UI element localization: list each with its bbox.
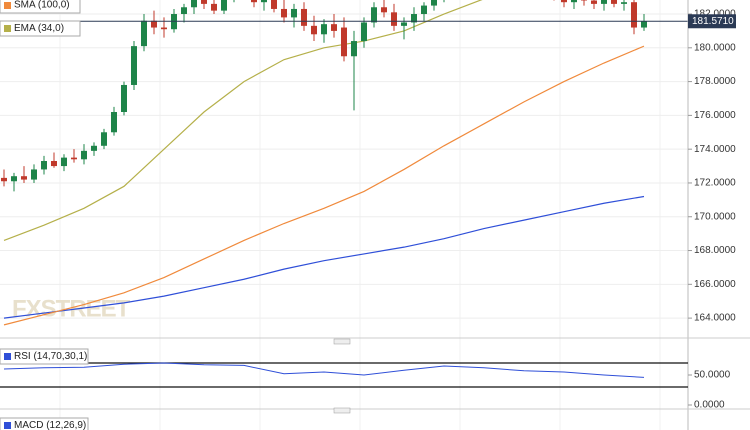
- candle-body: [411, 14, 417, 23]
- legend-box[interactable]: [0, 417, 89, 430]
- candle-body: [291, 8, 297, 18]
- legend-swatch: [4, 2, 11, 9]
- candle-body: [261, 0, 267, 3]
- resize-handle[interactable]: [333, 338, 351, 345]
- candle-body: [431, 0, 437, 6]
- candle-body: [641, 21, 647, 28]
- candle-body: [351, 41, 357, 57]
- candle-body: [131, 46, 137, 85]
- candle-body: [271, 0, 277, 9]
- candle-body: [571, 0, 577, 3]
- candle-body: [121, 84, 127, 113]
- candle-body: [301, 8, 307, 26]
- candle-body: [51, 160, 57, 167]
- candle-body: [221, 0, 227, 11]
- y-tick-label: 164.0000: [694, 313, 736, 324]
- candle-body: [341, 27, 347, 57]
- rsi-label: RSI (14,70,30,1): [14, 351, 87, 362]
- candle-body: [381, 7, 387, 13]
- candle-body: [201, 0, 207, 4]
- candle-body: [111, 112, 117, 133]
- candle-body: [41, 160, 47, 170]
- legend-swatch: [4, 25, 11, 32]
- candle-body: [331, 24, 337, 31]
- overlay-line: [3, 45, 645, 326]
- legend-label: EMA (34,0): [14, 23, 64, 34]
- y-tick-label: 182.0000: [694, 9, 736, 20]
- y-tick-label: 168.0000: [694, 245, 736, 256]
- rsi-panel: [0, 362, 688, 388]
- candle-body: [391, 12, 397, 26]
- candle-body: [631, 2, 637, 28]
- overlay-line: [3, 195, 645, 319]
- candle-body: [361, 22, 367, 42]
- legend-swatch: [4, 422, 11, 429]
- macd-label: MACD (12,26,9): [14, 420, 86, 430]
- candle-body: [251, 0, 257, 3]
- grid: [0, 0, 688, 430]
- candle-body: [161, 27, 167, 30]
- legend: SMA (100,0) EMA (34,0) RSI (14,70,30,1) …: [0, 0, 89, 430]
- y-tick-label: 176.0000: [694, 110, 736, 121]
- candle-body: [181, 7, 187, 15]
- candle-body: [621, 2, 627, 4]
- candle-body: [401, 22, 407, 26]
- overlay-line: [3, 0, 483, 241]
- candle-body: [11, 176, 17, 182]
- candle-body: [1, 177, 7, 182]
- legend-swatch: [4, 353, 11, 360]
- candle-body: [421, 5, 427, 15]
- legend-box[interactable]: [0, 348, 89, 365]
- y-tick-label: 170.0000: [694, 211, 736, 222]
- candle-body: [71, 157, 77, 160]
- y-tick-label: 166.0000: [694, 279, 736, 290]
- y-tick-label: 174.0000: [694, 144, 736, 155]
- candle-body: [371, 7, 377, 23]
- candle-body: [141, 20, 147, 47]
- candle-body: [31, 169, 37, 180]
- price-axis: 164.0000 166.0000 168.0000 170.0000 172.0000…: [688, 9, 736, 411]
- legend-box[interactable]: [0, 0, 81, 14]
- y-tick-label: 178.0000: [694, 76, 736, 87]
- candle-body: [151, 20, 157, 28]
- rsi-tick-label: 50.0000: [694, 370, 731, 381]
- candle-body: [321, 24, 327, 35]
- y-tick-label: 172.0000: [694, 178, 736, 189]
- candle-body: [561, 0, 567, 3]
- candle-body: [611, 0, 617, 4]
- candle-body: [281, 8, 287, 18]
- candle-body: [591, 0, 597, 4]
- candle-body: [81, 150, 87, 160]
- candle-body: [61, 157, 67, 167]
- legend-box[interactable]: [0, 20, 81, 37]
- rsi-tick-label: 0.0000: [694, 400, 725, 411]
- candle-body: [21, 176, 27, 180]
- price-panel: [0, 0, 688, 326]
- candle-body: [581, 0, 587, 1]
- candle-body: [91, 145, 97, 151]
- candle-body: [211, 3, 217, 11]
- y-tick-label: 180.0000: [694, 42, 736, 53]
- candle-body: [311, 25, 317, 35]
- candle-body: [191, 0, 197, 8]
- candle-body: [101, 132, 107, 146]
- last-price-tag: [688, 14, 736, 29]
- last-price-label: 181.5710: [692, 16, 734, 27]
- rsi-line: [3, 362, 645, 378]
- resize-handle[interactable]: [333, 407, 351, 414]
- legend-label: SMA (100,0): [14, 0, 70, 11]
- candle-body: [601, 0, 607, 4]
